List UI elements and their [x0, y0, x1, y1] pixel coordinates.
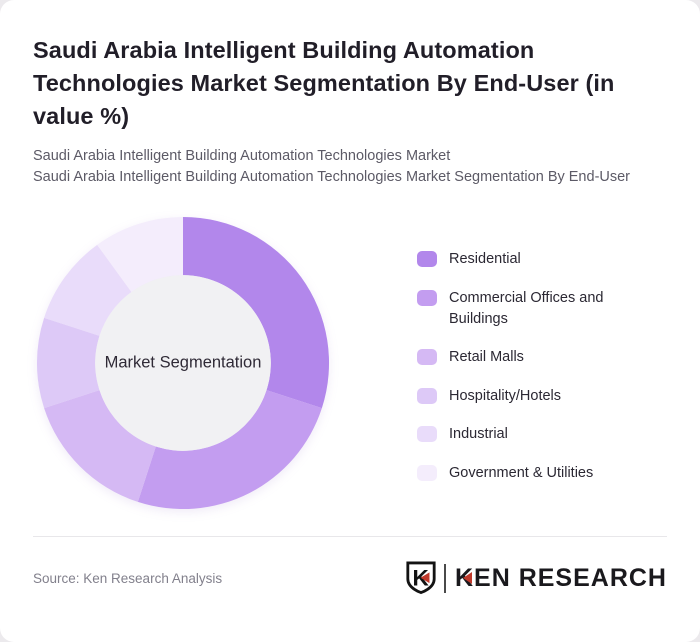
footer-divider: [33, 536, 667, 537]
legend-label: Retail Malls: [449, 349, 524, 365]
ken-research-logo: K K EN RESEARCH: [405, 561, 667, 595]
logo-separator: [443, 563, 446, 593]
donut-inner-circle: [95, 275, 271, 451]
legend-item-hospitality-hotels[interactable]: Hospitality/Hotels: [417, 386, 634, 407]
legend-item-residential[interactable]: Residential: [417, 249, 634, 270]
legend-item-commercial-offices-and-buildings[interactable]: Commercial Offices and Buildings: [417, 288, 634, 330]
donut-segment-retail-malls[interactable]: [44, 390, 156, 502]
wordmark-red-triangle-icon: [463, 572, 473, 584]
legend-item-government-utilities[interactable]: Government & Utilities: [417, 463, 634, 484]
legend-swatch-industrial: [417, 426, 437, 442]
legend-swatch-hospitality: [417, 387, 437, 404]
wordmark-rest: EN RESEARCH: [474, 563, 667, 592]
footer: Source: Ken Research Analysis K K EN RES…: [33, 537, 667, 599]
source-text: Source: Ken Research Analysis: [33, 570, 223, 586]
donut-segment-residential[interactable]: [183, 216, 330, 409]
legend-label: Commercial Offices and Buildings: [449, 289, 604, 327]
legend-label: Industrial: [449, 426, 508, 442]
chart-subtitles: Saudi Arabia Intelligent Building Automa…: [33, 146, 663, 187]
subtitle-line-1: Saudi Arabia Intelligent Building Automa…: [33, 148, 451, 164]
shield-k-icon: K: [406, 561, 436, 595]
legend-swatch-government: [417, 464, 437, 481]
donut-segment-commercial-offices-and-buildings[interactable]: [137, 390, 322, 510]
chart-area: Market Segmentation Residential Commerci…: [33, 215, 667, 511]
chart-legend: Residential Commercial Offices and Build…: [417, 215, 634, 501]
legend-swatch-residential: [417, 251, 437, 267]
legend-item-retail-malls[interactable]: Retail Malls: [417, 347, 634, 368]
legend-item-industrial[interactable]: Industrial: [417, 424, 634, 445]
legend-label: Hospitality/Hotels: [449, 387, 562, 404]
donut-segment-government-utilities[interactable]: [97, 216, 183, 292]
legend-swatch-retail-malls: [417, 349, 437, 365]
legend-swatch-commercial: [417, 289, 437, 306]
legend-label: Government & Utilities: [449, 464, 594, 481]
donut-chart: Market Segmentation: [35, 215, 331, 511]
logo-wordmark: K EN RESEARCH: [455, 564, 667, 593]
subtitle-line-2: Saudi Arabia Intelligent Building Automa…: [33, 168, 631, 185]
donut-segment-industrial[interactable]: [44, 244, 132, 336]
donut-svg: [36, 216, 330, 510]
shield-red-triangle-icon: [420, 572, 430, 584]
chart-title: Saudi Arabia Intelligent Building Automa…: [33, 37, 615, 129]
svg-text:K: K: [412, 566, 429, 591]
legend-label: Residential: [449, 251, 521, 267]
donut-segment-hospitality-hotels[interactable]: [36, 317, 100, 409]
